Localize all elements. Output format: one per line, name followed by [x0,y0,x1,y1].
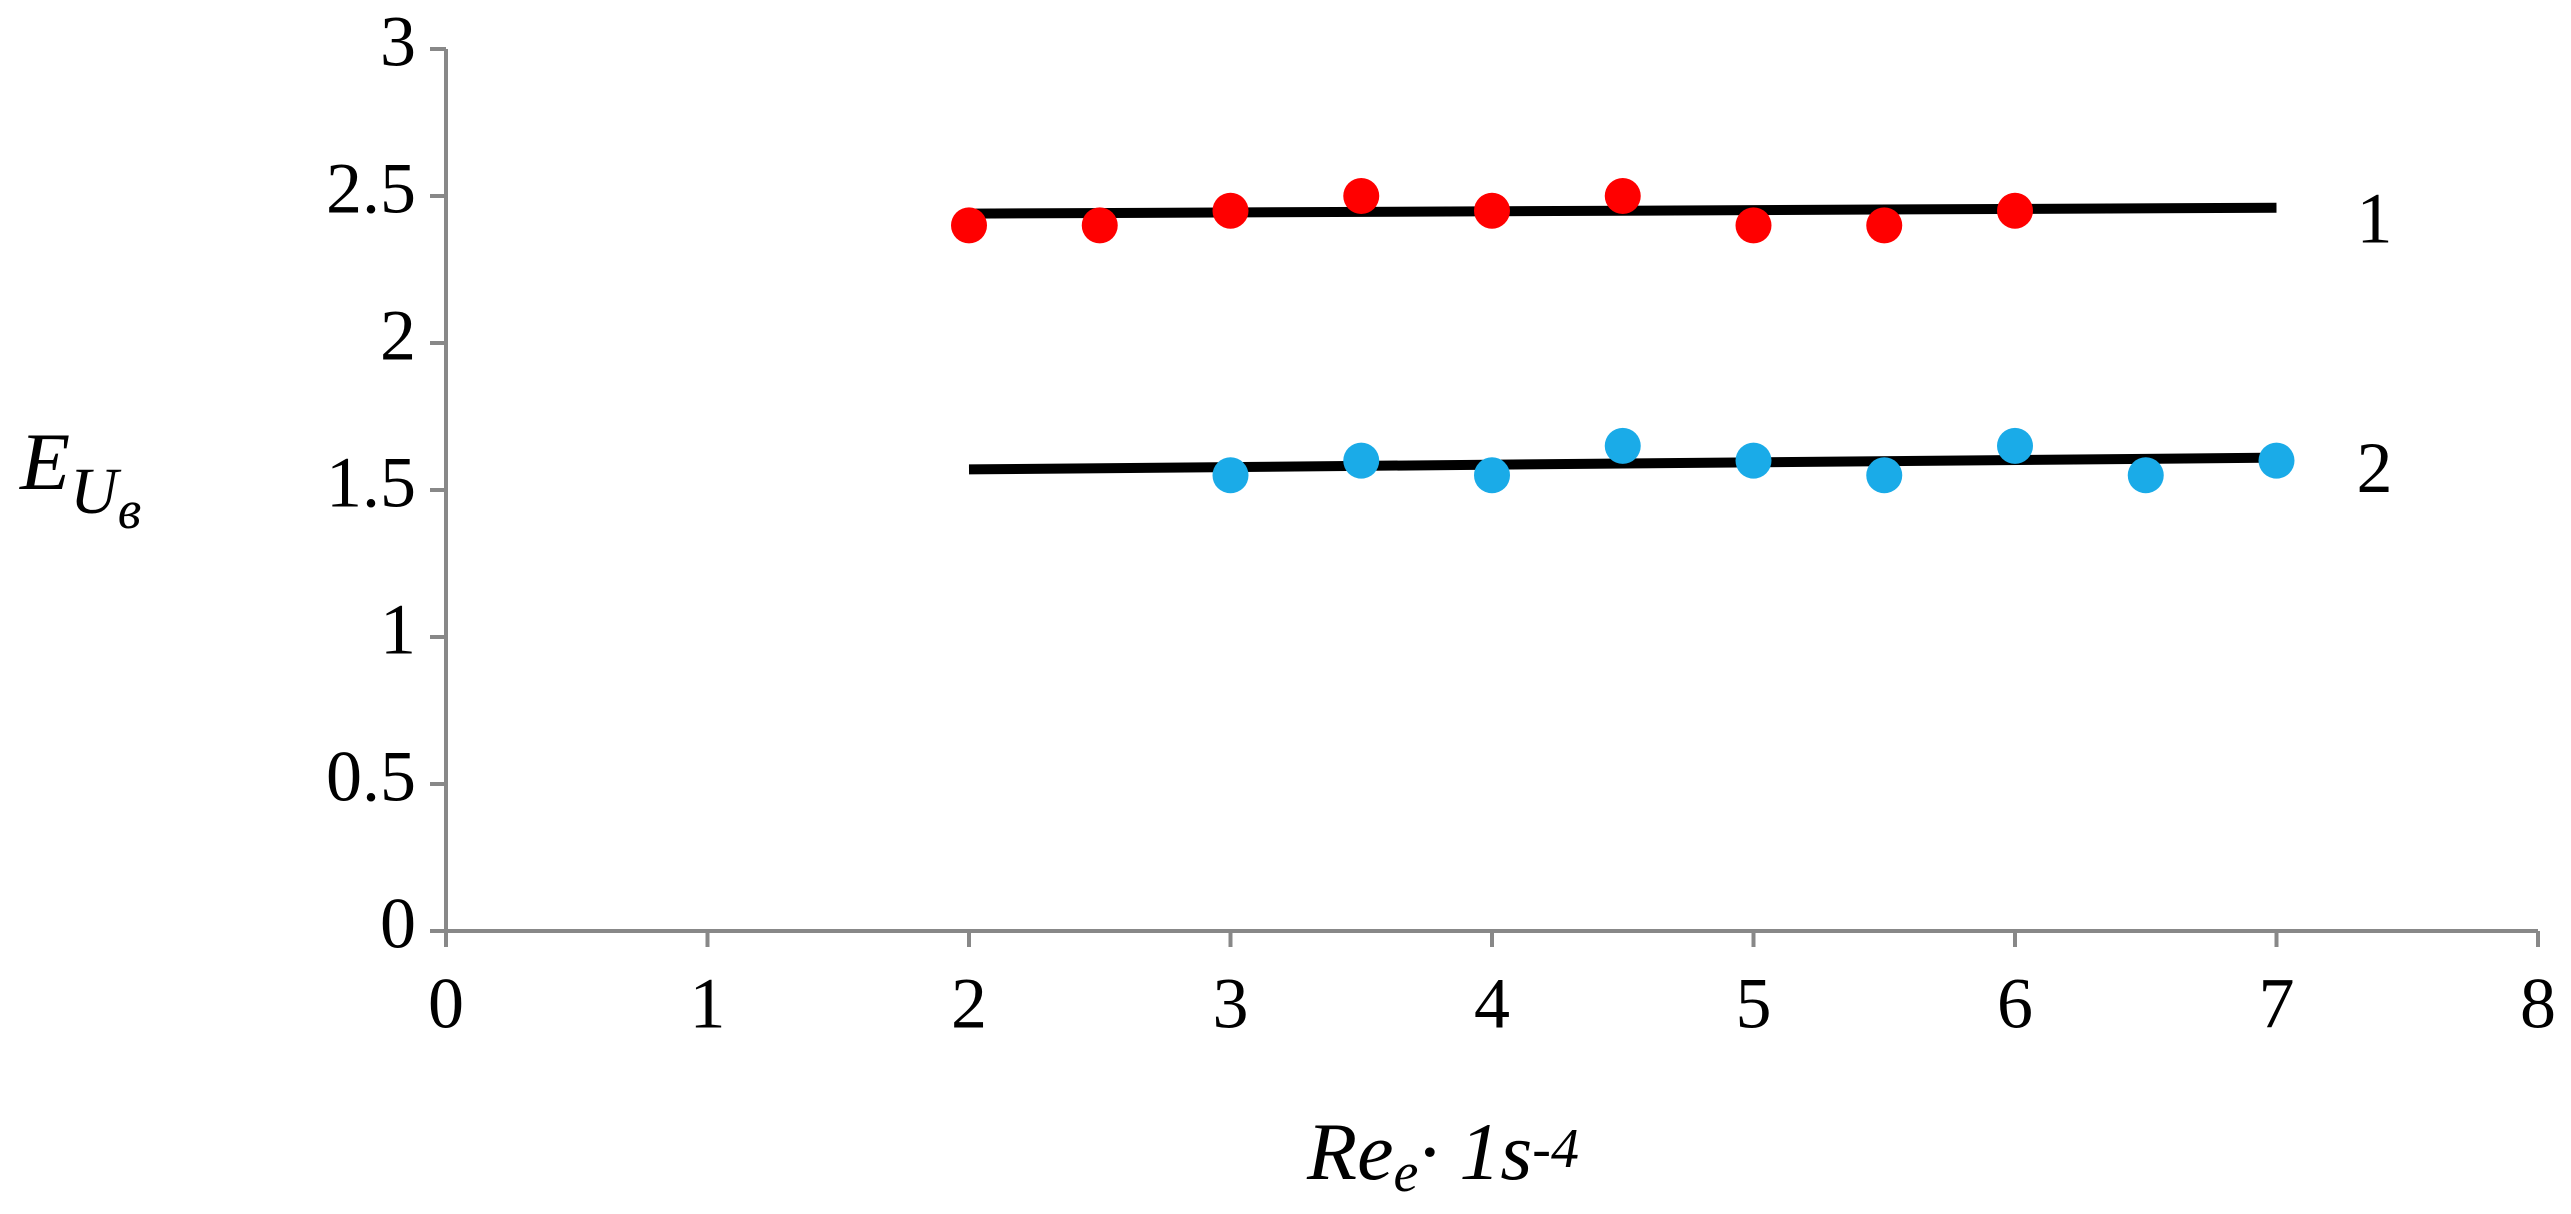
trend-label: 1 [2357,178,2393,258]
y-tick-label: 1.5 [326,443,416,523]
y-label-subsub: в [118,480,141,540]
x-tick-label: 6 [1997,964,2033,1044]
point [951,207,987,244]
point [1997,192,2033,229]
x-tick-label: 4 [1474,964,1510,1044]
point [1474,192,1510,229]
trend-label: 2 [2357,428,2393,508]
point [1212,457,1249,494]
x-tick-label: 8 [2520,964,2556,1044]
point [1604,178,1641,214]
y-tick-label: 1 [380,590,416,670]
point [1212,192,1249,229]
point [1343,442,1380,479]
point [1343,178,1380,214]
point [2127,457,2164,494]
x-label-sup: -4 [1532,1118,1579,1180]
y-label-base: E [19,416,70,507]
point [1866,457,1903,494]
y-tick-label: 0.5 [326,737,416,817]
y-tick-label: 3 [380,2,416,82]
y-tick-label: 0 [380,884,416,964]
x-tick-label: 7 [2259,964,2295,1044]
point [1866,207,1903,244]
point [2258,442,2295,479]
x-tick-label: 1 [690,964,726,1044]
x-label-sub: e [1394,1142,1419,1204]
x-axis-label: Ree· 1s-4 [1306,1106,1579,1204]
point [1735,442,1772,479]
x-tick-label: 3 [1213,964,1249,1044]
point [1081,207,1118,244]
x-label-rest: · 1s [1418,1106,1532,1197]
y-tick-label: 2.5 [326,149,416,229]
point [1474,457,1510,494]
point [1604,427,1641,464]
point [1735,207,1772,244]
y-axis-label: EUв [19,416,141,541]
x-tick-label: 2 [951,964,987,1044]
x-label-base: Re [1306,1106,1393,1197]
y-tick-label: 2 [380,296,416,376]
x-tick-label: 5 [1736,964,1772,1044]
y-label-sub: U [70,455,122,528]
x-tick-label: 0 [428,964,464,1044]
point [1997,427,2033,464]
